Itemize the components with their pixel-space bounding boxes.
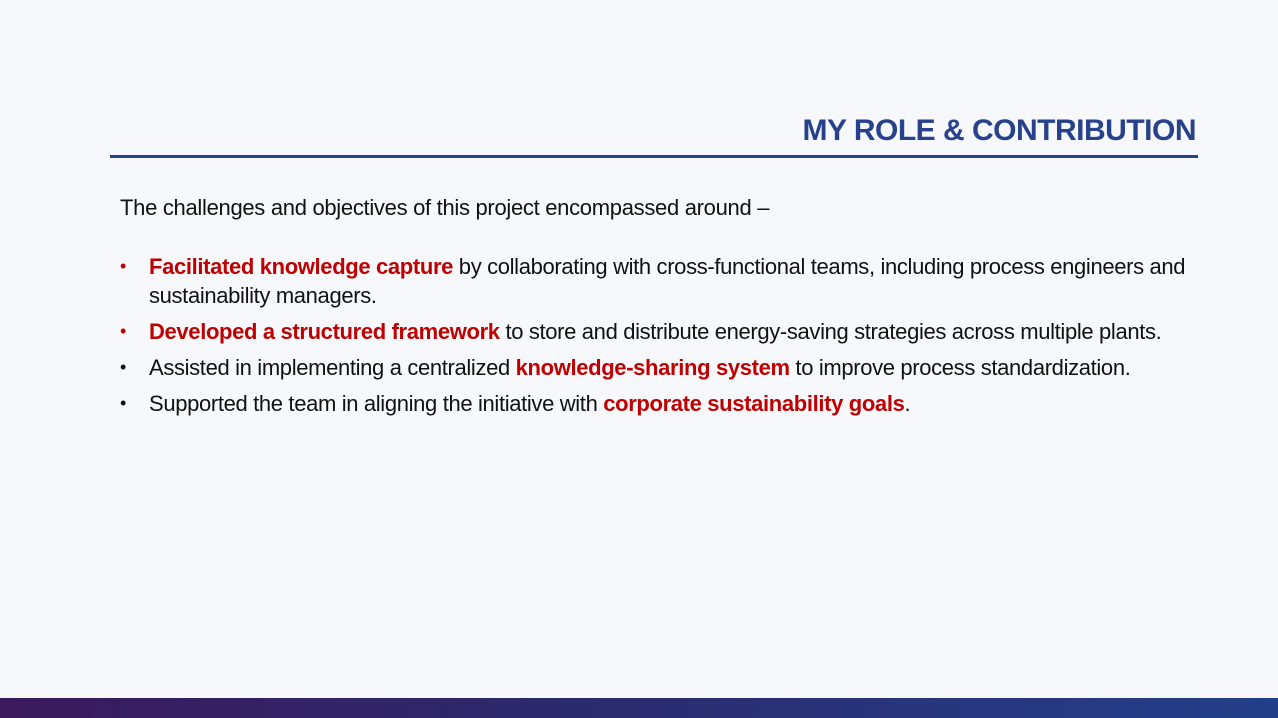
bullet-marker: • [120,256,126,276]
bullet-item-4: • Supported the team in aligning the ini… [120,389,1200,418]
bullet-3-text-start: Assisted in implementing a centralized [149,355,516,380]
bullet-marker: • [120,393,126,413]
slide-title: MY ROLE & CONTRIBUTION [802,114,1197,147]
bullet-item-3: • Assisted in implementing a centralized… [120,353,1200,382]
bullet-4-text-end: . [904,391,911,416]
bullet-marker: • [120,357,126,377]
footer-gradient-bar [0,698,1278,718]
bullet-3-highlight: knowledge-sharing system [515,355,790,380]
bullet-item-2: • Developed a structured framework to st… [120,317,1200,346]
bullet-item-1: • Facilitated knowledge capture by colla… [120,252,1200,310]
bullet-1-highlight: Facilitated knowledge capture [149,254,454,279]
bullet-4-text-start: Supported the team in aligning the initi… [149,391,604,416]
title-underline [110,155,1198,158]
bullet-3-text-end: to improve process standardization. [789,355,1131,380]
bullet-list: • Facilitated knowledge capture by colla… [120,252,1200,425]
bullet-2-highlight: Developed a structured framework [149,319,500,344]
bullet-4-highlight: corporate sustainability goals [603,391,905,416]
bullet-marker: • [120,321,126,341]
intro-text: The challenges and objectives of this pr… [120,195,770,220]
bullet-1-text: by collaborating with cross-functional t… [149,254,1186,308]
bullet-2-text: to store and distribute energy-saving st… [499,319,1162,344]
